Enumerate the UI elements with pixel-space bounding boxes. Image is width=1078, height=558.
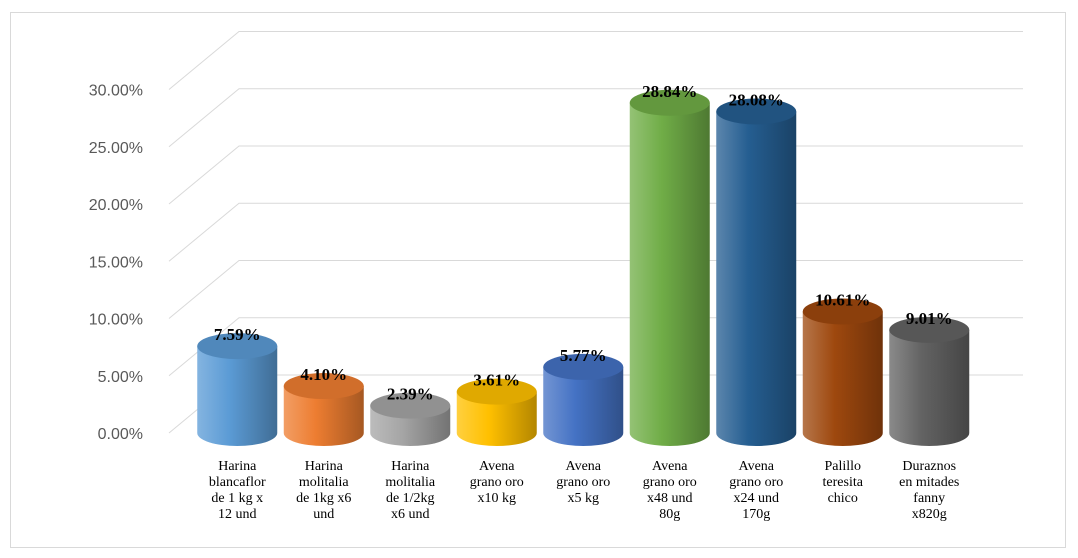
data-label: 9.01% <box>906 309 953 328</box>
bar-top <box>543 353 624 380</box>
bar-2 <box>283 373 364 446</box>
data-label: 4.10% <box>300 365 347 384</box>
chart-plot: 0.00% 5.00% 10.00% 15.00% 20.00% 25.00% 30.00%… <box>89 31 1023 447</box>
gridline <box>168 88 1023 148</box>
bar-9 <box>889 316 970 446</box>
bar-body <box>802 311 883 446</box>
bar-top <box>716 98 797 125</box>
bar-top <box>802 298 883 325</box>
x-tick-label: Palillo teresita chico <box>822 459 863 506</box>
x-tick-label: Harina blancaflor de 1 kg x 12 und <box>208 459 266 522</box>
y-tick-label: 20.00% <box>89 197 143 214</box>
bar-top <box>283 373 364 400</box>
y-tick-label: 0.00% <box>98 426 143 443</box>
bar-body <box>197 346 278 446</box>
x-tick-label: Avena grano oro x48 und 80g <box>642 459 697 522</box>
bar-body <box>456 391 537 446</box>
bar-body <box>716 111 797 446</box>
x-tick-label: Duraznos en mitades fanny x820g <box>899 459 960 522</box>
y-tick-label: 5.00% <box>98 369 143 386</box>
y-tick-label: 15.00% <box>89 254 143 271</box>
bar-1 <box>197 333 278 446</box>
gridlines <box>168 31 1023 434</box>
bar-body <box>629 102 710 447</box>
data-label: 28.08% <box>729 90 784 109</box>
bar-body <box>543 366 624 446</box>
gridline <box>168 145 1023 205</box>
chart-area: 0.00% 5.00% 10.00% 15.00% 20.00% 25.00% 30.00%… <box>10 12 1066 548</box>
bar-3 <box>370 392 451 446</box>
y-tick-label: 25.00% <box>89 140 143 157</box>
bar-7 <box>716 98 797 446</box>
bar-4 <box>456 378 537 446</box>
bar-body <box>889 329 970 446</box>
x-tick-label: Avena grano oro x24 und 170g <box>729 459 784 522</box>
bar-body <box>283 386 364 446</box>
gridline <box>168 202 1023 262</box>
gridline <box>168 31 1023 90</box>
bar-6 <box>629 89 710 447</box>
data-label: 3.61% <box>473 371 520 390</box>
bar-top <box>197 333 278 360</box>
data-label: 5.77% <box>560 346 607 365</box>
data-label: 10.61% <box>815 291 870 310</box>
bars <box>197 89 970 447</box>
x-tick-label: Harina molitalia de 1kg x6 und <box>296 459 352 522</box>
x-tick-label: Avena grano oro x5 kg <box>556 459 611 506</box>
y-tick-label: 10.00% <box>89 312 143 329</box>
gridline <box>168 260 1023 319</box>
bar-top <box>629 89 710 116</box>
bar-8 <box>802 298 883 446</box>
bar-top <box>889 316 970 343</box>
data-label: 2.39% <box>387 385 434 404</box>
x-tick-label: Avena grano oro x10 kg <box>469 459 524 506</box>
bar-5 <box>543 353 624 446</box>
x-tick-label: Harina molitalia de 1/2kg x6 und <box>385 459 436 522</box>
bar-top <box>456 378 537 405</box>
data-labels: 7.59% 4.10% 2.39% 3.61% 5.77% 28.84% 28.08% 10.… <box>214 82 953 404</box>
data-label: 7.59% <box>214 325 261 344</box>
bar-top <box>370 392 451 419</box>
y-tick-label: 30.00% <box>89 83 143 100</box>
data-label: 28.84% <box>642 82 697 101</box>
y-axis-ticks: 0.00% 5.00% 10.00% 15.00% 20.00% 25.00% 30.00% <box>89 83 143 444</box>
